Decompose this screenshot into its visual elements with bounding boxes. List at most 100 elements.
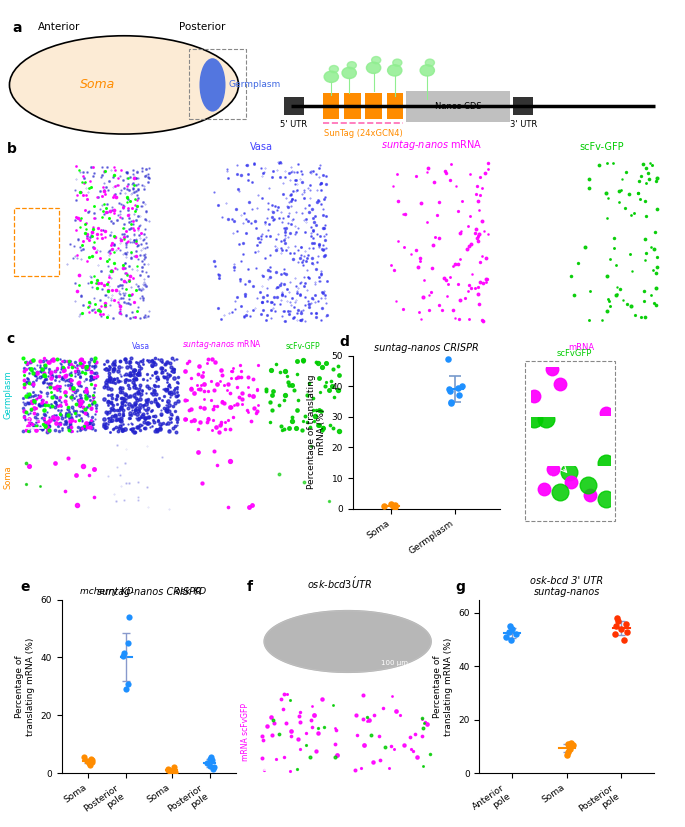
Point xyxy=(164,764,175,777)
Point xyxy=(621,617,632,630)
Ellipse shape xyxy=(10,36,238,134)
Circle shape xyxy=(347,62,356,69)
Circle shape xyxy=(324,71,338,83)
Text: Germplasm: Germplasm xyxy=(228,80,280,89)
Point xyxy=(445,395,456,409)
Text: b: b xyxy=(7,142,16,156)
Text: g: g xyxy=(456,581,465,595)
Point xyxy=(123,610,134,624)
Text: Merge: Merge xyxy=(48,342,72,351)
Point xyxy=(84,757,95,770)
Bar xyxy=(189,49,247,119)
Text: 2 μm: 2 μm xyxy=(27,418,42,423)
Point xyxy=(504,619,515,633)
Text: $\it{osk}$-$\it{bcd3\'UTR}$: $\it{osk}$-$\it{bcd3\'UTR}$ xyxy=(306,575,372,591)
Y-axis label: Percentage of translating
mRNA (%): Percentage of translating mRNA (%) xyxy=(307,375,326,490)
Text: Anterior: Anterior xyxy=(38,22,80,32)
Point xyxy=(390,500,401,514)
Circle shape xyxy=(388,65,402,76)
Text: 5' UTR: 5' UTR xyxy=(280,120,308,129)
Circle shape xyxy=(393,59,402,66)
Text: merge: merge xyxy=(558,435,585,444)
Point xyxy=(86,753,97,766)
Point xyxy=(386,497,397,510)
Text: Germplasm: Germplasm xyxy=(3,370,13,419)
Point xyxy=(162,764,173,777)
Point xyxy=(82,754,92,767)
Text: scFvGFP: scFvGFP xyxy=(556,349,592,358)
Point xyxy=(506,623,517,636)
Point xyxy=(205,759,216,772)
Text: mRNA: mRNA xyxy=(569,342,595,351)
Point xyxy=(453,389,464,402)
Text: $\it{suntag}$-$\it{nanos}$ mRNA: $\it{suntag}$-$\it{nanos}$ mRNA xyxy=(381,138,482,152)
Circle shape xyxy=(372,56,381,64)
Bar xyxy=(514,98,533,115)
Polygon shape xyxy=(264,610,431,672)
Text: Nanos CDS: Nanos CDS xyxy=(435,102,482,111)
Point xyxy=(504,625,515,638)
Point xyxy=(610,628,621,641)
Text: f: f xyxy=(247,581,253,595)
Point xyxy=(163,762,174,776)
Point xyxy=(562,748,573,761)
Point xyxy=(615,623,626,636)
Text: Soma: Soma xyxy=(3,466,13,490)
Text: scFv-GFP: scFv-GFP xyxy=(579,142,624,152)
Point xyxy=(204,753,215,766)
Text: e: e xyxy=(21,581,30,595)
Circle shape xyxy=(420,65,434,76)
Point xyxy=(86,755,97,768)
Text: Vasa: Vasa xyxy=(132,342,150,351)
Point xyxy=(445,396,456,409)
Bar xyxy=(345,93,360,119)
Bar xyxy=(406,91,510,122)
Point xyxy=(457,380,468,393)
Point xyxy=(442,352,453,366)
Circle shape xyxy=(329,65,338,73)
Text: Posterior: Posterior xyxy=(179,22,225,32)
Text: 2 μm: 2 μm xyxy=(265,759,282,765)
Point xyxy=(122,676,133,690)
Text: 100 μm: 100 μm xyxy=(382,660,408,666)
Bar xyxy=(386,93,403,119)
Point xyxy=(453,381,464,394)
Text: 20 μm: 20 μm xyxy=(23,301,47,310)
Point xyxy=(206,751,216,764)
Point xyxy=(378,500,389,513)
Text: a: a xyxy=(12,21,21,35)
Point xyxy=(443,383,454,396)
Text: Anterior: Anterior xyxy=(282,674,318,683)
Bar xyxy=(284,98,303,115)
Point xyxy=(388,499,399,512)
Title: osk-bcd 3' UTR
suntag-nanos: osk-bcd 3' UTR suntag-nanos xyxy=(530,576,603,597)
Text: Oskar: Oskar xyxy=(268,607,294,616)
Point xyxy=(121,683,132,696)
Text: $\it{suntag}$-$\it{nanos}$ mRNA: $\it{suntag}$-$\it{nanos}$ mRNA xyxy=(182,338,262,351)
Y-axis label: Percentage of
translating mRNA (%): Percentage of translating mRNA (%) xyxy=(16,638,35,735)
Point xyxy=(563,745,574,758)
Point xyxy=(445,385,456,398)
Point xyxy=(612,612,623,625)
Point xyxy=(201,757,212,770)
Title: suntag-nanos CRISPR: suntag-nanos CRISPR xyxy=(97,587,201,597)
Text: 3' UTR: 3' UTR xyxy=(510,120,537,129)
Point xyxy=(118,649,129,662)
Text: Merge: Merge xyxy=(77,142,107,152)
Point xyxy=(619,633,630,646)
Ellipse shape xyxy=(199,58,225,112)
Circle shape xyxy=(342,67,356,79)
Bar xyxy=(14,208,59,276)
Text: mRNA scFvGFP: mRNA scFvGFP xyxy=(240,703,250,761)
Text: Vasa: Vasa xyxy=(250,142,273,152)
Circle shape xyxy=(366,62,381,74)
Text: SunTag (24xGCN4): SunTag (24xGCN4) xyxy=(325,129,403,138)
Point xyxy=(506,633,516,646)
Point xyxy=(390,499,401,512)
Point xyxy=(84,758,95,771)
Bar xyxy=(79,208,114,251)
Point xyxy=(501,630,512,643)
Text: scFv-GFP: scFv-GFP xyxy=(285,342,320,351)
Point xyxy=(568,739,579,752)
Text: Posterior: Posterior xyxy=(372,674,412,683)
